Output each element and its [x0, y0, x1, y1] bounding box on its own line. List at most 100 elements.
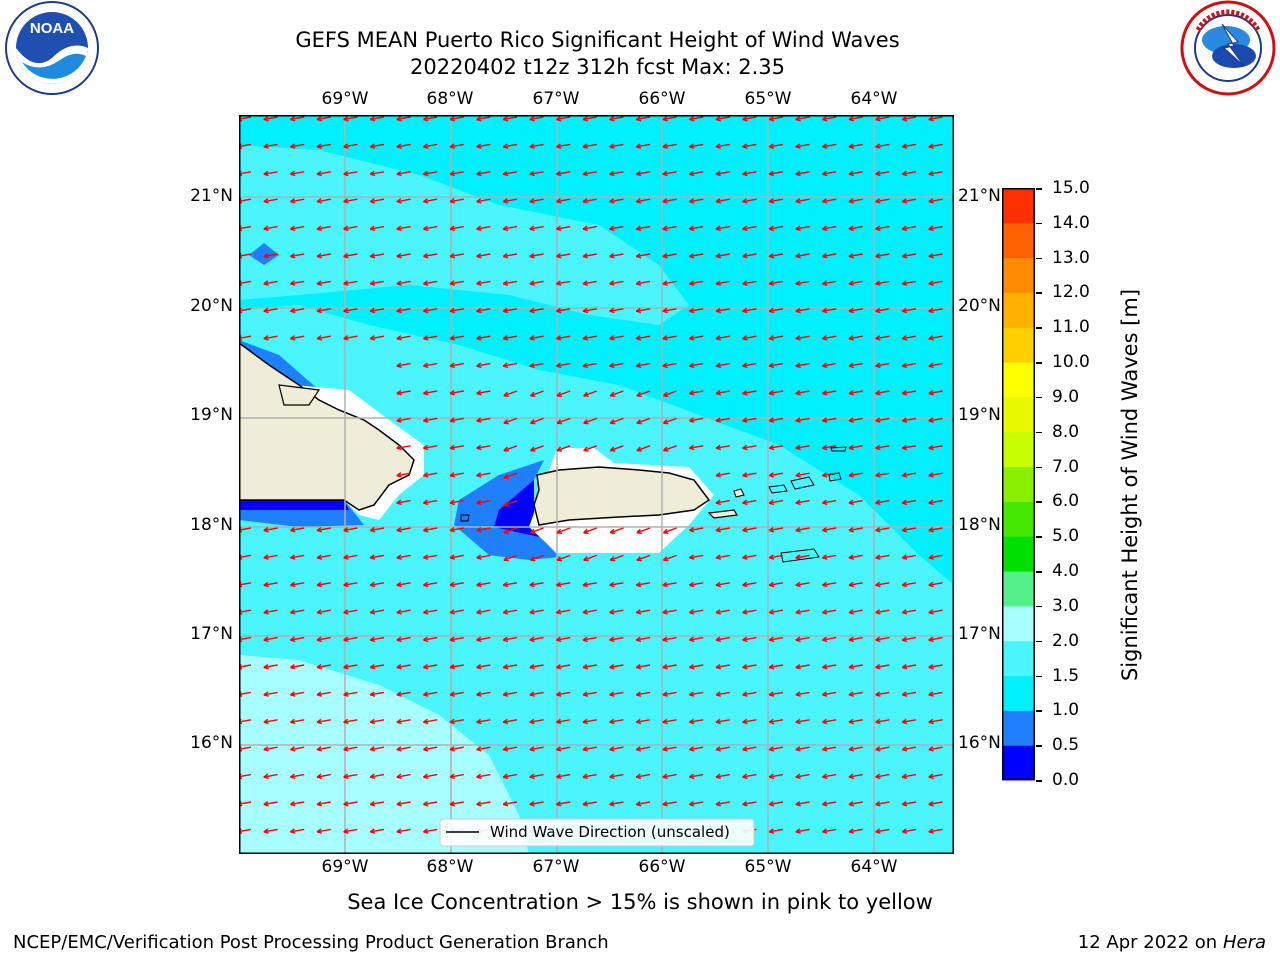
- wave-direction-arrow: [822, 335, 837, 341]
- wave-direction-arrow: [556, 581, 571, 588]
- wave-direction-arrow: [928, 143, 943, 149]
- wave-direction-arrow: [928, 828, 943, 834]
- wave-direction-arrow: [795, 472, 810, 478]
- wave-direction-arrow: [848, 362, 863, 369]
- wave-direction-arrow: [263, 225, 278, 232]
- wave-direction-arrow: [742, 581, 757, 588]
- wave-direction-arrow: [795, 252, 810, 259]
- wave-direction-arrow: [662, 773, 677, 780]
- wave-direction-arrow: [928, 663, 943, 670]
- wave-direction-arrow: [928, 170, 943, 177]
- wave-direction-arrow: [768, 773, 784, 780]
- wave-direction-arrow: [449, 252, 464, 259]
- wave-direction-arrow: [502, 307, 518, 314]
- wave-direction-arrow: [662, 691, 677, 697]
- wave-direction-arrow: [795, 225, 810, 232]
- wave-direction-arrow: [742, 691, 757, 697]
- wave-direction-arrow: [290, 663, 305, 670]
- lat-label-right: 20°N: [958, 296, 1001, 316]
- wave-direction-arrow: [423, 828, 438, 834]
- wave-direction-arrow: [343, 115, 358, 122]
- wave-direction-arrow: [609, 609, 624, 615]
- wave-direction-arrow: [396, 335, 411, 341]
- wave-direction-arrow: [316, 718, 331, 725]
- wave-direction-arrow: [635, 362, 651, 369]
- wave-direction-arrow: [901, 773, 917, 780]
- wave-direction-arrow: [928, 718, 943, 725]
- wave-direction-arrow: [901, 280, 917, 286]
- wave-direction-arrow: [529, 718, 544, 725]
- wave-direction-arrow: [768, 472, 784, 478]
- wave-direction-arrow: [263, 663, 278, 670]
- lon-label-top: 66°W: [638, 89, 686, 109]
- wave-direction-arrow: [662, 252, 677, 259]
- legend-text: Wind Wave Direction (unscaled): [490, 823, 730, 841]
- wave-direction-arrow: [609, 280, 624, 286]
- wave-direction-arrow: [848, 800, 863, 807]
- colorbar-tick-mark: [1036, 536, 1042, 538]
- wave-direction-arrow: [449, 307, 464, 314]
- wave-direction-arrow: [529, 691, 544, 697]
- wave-direction-arrow: [449, 225, 464, 232]
- wave-direction-arrow: [290, 225, 305, 232]
- wave-direction-arrow: [343, 280, 358, 286]
- wave-direction-arrow: [449, 417, 464, 423]
- wave-direction-arrow: [502, 143, 518, 149]
- wave-direction-arrow: [423, 718, 438, 725]
- colorbar-segment: [1002, 710, 1035, 746]
- wave-direction-arrow: [928, 581, 943, 588]
- lon-label-bottom: 67°W: [532, 857, 580, 877]
- wave-direction-arrow: [529, 335, 544, 341]
- wave-direction-arrow: [502, 691, 518, 697]
- wave-direction-arrow: [529, 280, 544, 286]
- wave-direction-arrow: [556, 390, 571, 397]
- wave-direction-arrow: [290, 115, 305, 122]
- wave-direction-arrow: [689, 170, 704, 177]
- wave-direction-arrow: [822, 143, 837, 149]
- wave-direction-arrow: [822, 609, 837, 615]
- wave-direction-arrow: [928, 362, 943, 369]
- wave-direction-arrow: [423, 280, 438, 286]
- wave-direction-arrow: [928, 526, 943, 533]
- wave-direction-arrow: [343, 170, 358, 177]
- wave-direction-arrow: [689, 718, 704, 725]
- wave-direction-arrow: [768, 143, 784, 149]
- wave-direction-arrow: [529, 554, 544, 562]
- wave-direction-arrow: [875, 773, 890, 780]
- wave-direction-arrow: [502, 663, 518, 670]
- wave-direction-arrow: [715, 800, 730, 807]
- colorbar-tick-label: 3.0: [1052, 595, 1080, 616]
- wave-direction-arrow: [795, 718, 810, 725]
- colorbar-segment: [1002, 327, 1035, 363]
- wave-direction-arrow: [822, 581, 837, 588]
- wave-direction-arrow: [768, 554, 784, 560]
- wave-direction-arrow: [449, 718, 464, 725]
- wave-direction-arrow: [768, 115, 784, 122]
- wave-direction-arrow: [449, 143, 464, 149]
- wave-direction-arrow: [636, 390, 651, 397]
- wave-direction-arrow: [848, 746, 863, 752]
- nws-logo: [1180, 0, 1276, 96]
- wave-direction-arrow: [343, 526, 358, 533]
- wave-direction-arrow: [343, 198, 358, 204]
- wave-direction-arrow: [423, 225, 438, 232]
- wave-direction-arrow: [662, 170, 677, 177]
- wave-direction-arrow: [582, 252, 597, 259]
- wave-direction-arrow: [476, 444, 491, 451]
- map-frame: [239, 115, 954, 854]
- wave-direction-arrow: [582, 198, 597, 204]
- chart-title: GEFS MEAN Puerto Rico Significant Height…: [295, 28, 900, 52]
- colorbar-tick-label: 15.0: [1052, 178, 1090, 198]
- wave-direction-arrow: [290, 170, 305, 177]
- wave-direction-arrow: [901, 335, 917, 341]
- wave-direction-arrow: [875, 444, 890, 451]
- colorbar-tick-label: 5.0: [1052, 526, 1080, 547]
- wave-direction-arrow: [396, 280, 411, 286]
- wave-direction-arrow: [502, 581, 518, 588]
- colorbar-tick-label: 12.0: [1052, 282, 1090, 303]
- wave-direction-arrow: [768, 609, 784, 615]
- wave-direction-arrow: [636, 445, 651, 452]
- wave-direction-arrow: [742, 526, 757, 533]
- wave-direction-arrow: [848, 718, 863, 725]
- wave-direction-arrow: [742, 115, 757, 122]
